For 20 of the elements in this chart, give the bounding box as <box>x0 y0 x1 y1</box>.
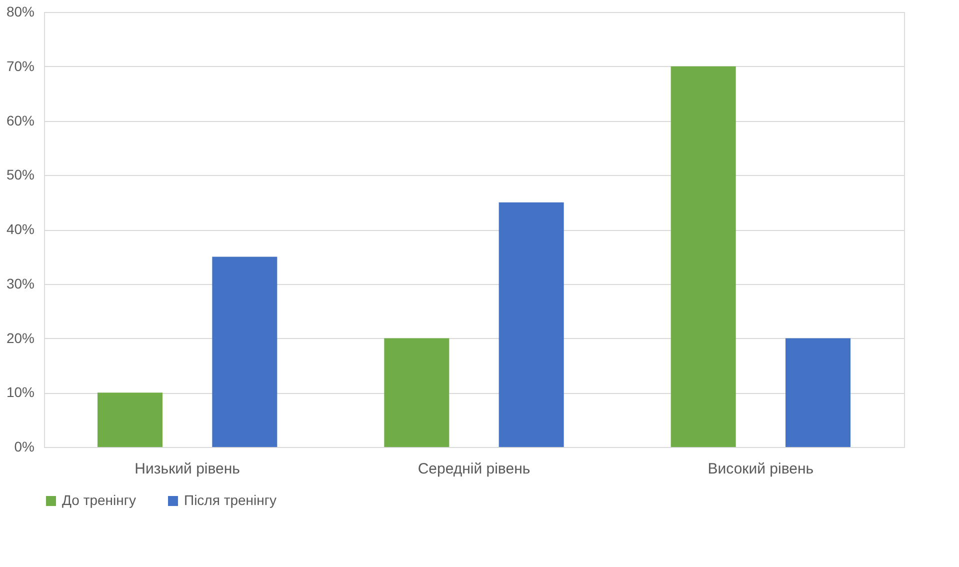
bar <box>670 66 736 447</box>
x-tick-label: Низький рівень <box>134 460 240 478</box>
y-tick-label: 70% <box>6 58 34 74</box>
y-tick-label: 30% <box>6 275 34 292</box>
y-tick-label: 0% <box>14 438 34 454</box>
y-tick-label: 80% <box>6 4 34 20</box>
bar <box>384 338 450 447</box>
x-tick-label: Середній рівень <box>418 460 530 478</box>
y-tick-label: 20% <box>6 330 34 346</box>
x-tick-label: Високий рівень <box>708 460 814 478</box>
bar <box>786 338 850 447</box>
legend-label: До тренінгу <box>62 492 136 508</box>
bar <box>212 256 278 447</box>
y-tick-label: 40% <box>6 221 34 237</box>
bar <box>98 392 162 447</box>
y-tick-label: 10% <box>6 384 34 400</box>
bar <box>498 202 564 447</box>
y-tick-label: 60% <box>6 112 34 128</box>
y-tick-label: 50% <box>6 166 34 183</box>
legend-label: Після тренінгу <box>184 492 276 508</box>
